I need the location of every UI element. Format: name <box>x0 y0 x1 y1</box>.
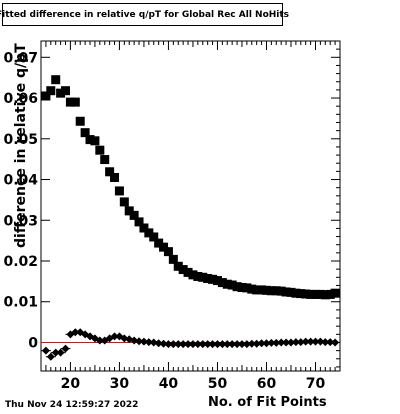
tick-labels: 0 0.01 0.02 0.03 0.04 0.05 0.06 0.07 20 30 40 50 60 7… <box>3 50 325 392</box>
data-point <box>306 289 316 299</box>
footer-date: Thu Nov 24 12:59:27 2022 <box>5 400 139 410</box>
data-point <box>232 282 242 292</box>
data-point <box>119 197 129 207</box>
data-point <box>296 289 306 299</box>
data-point <box>291 288 301 298</box>
y-tick-label: 0.02 <box>3 254 38 270</box>
data-point <box>149 232 159 242</box>
y-tick-label: 0.05 <box>3 132 38 148</box>
data-point <box>310 289 320 299</box>
title-box: Fitted difference in relative q/pT for G… <box>0 3 289 26</box>
series-0-markers <box>41 75 340 300</box>
y-tick-label: 0.03 <box>3 213 38 229</box>
data-point <box>159 242 169 252</box>
y-tick-label: 0.01 <box>3 295 38 311</box>
plot-frame <box>40 40 341 372</box>
data-point <box>56 88 66 98</box>
data-point <box>168 254 178 264</box>
data-point <box>247 284 257 294</box>
data-point <box>188 270 198 280</box>
data-point <box>227 280 237 290</box>
data-point <box>173 261 183 271</box>
chart-title: Fitted difference in relative q/pT for G… <box>0 9 290 20</box>
data-point <box>144 228 154 238</box>
data-point <box>183 267 193 277</box>
data-point <box>208 274 218 284</box>
data-point <box>276 286 286 296</box>
data-point <box>124 206 134 216</box>
series-1-markers <box>40 328 341 361</box>
data-point <box>105 167 115 177</box>
x-tick-label: 50 <box>208 376 228 392</box>
data-point <box>51 75 61 85</box>
data-point <box>70 97 80 107</box>
data-point <box>114 186 124 196</box>
data-point <box>315 289 325 299</box>
data-point <box>75 116 85 126</box>
data-point <box>286 287 296 297</box>
y-tick-label: 0.07 <box>3 50 38 66</box>
data-point <box>261 285 271 295</box>
y-tick-label: 0.04 <box>3 173 38 189</box>
x-tick-label: 30 <box>110 376 130 392</box>
y-tick-label: 0.06 <box>3 91 38 107</box>
data-point <box>90 136 100 146</box>
data-point <box>41 91 51 101</box>
data-point <box>110 172 120 182</box>
data-point <box>139 223 149 233</box>
data-point <box>154 238 164 248</box>
x-tick-label: 70 <box>306 376 326 392</box>
data-point <box>257 285 267 295</box>
data-point <box>222 279 232 289</box>
data-point <box>95 145 105 155</box>
data-point <box>330 288 340 298</box>
data-point <box>80 128 90 138</box>
x-tick-label: 60 <box>257 376 277 392</box>
data-point <box>242 283 252 293</box>
data-point <box>61 86 71 96</box>
data-point <box>237 282 247 292</box>
data-point <box>212 276 222 286</box>
data-point <box>85 135 95 145</box>
y-axis-label: difference in relative q/pT <box>13 43 29 248</box>
data-point <box>100 155 110 165</box>
axis-ticks <box>41 40 341 371</box>
data-point <box>217 278 227 288</box>
data-point <box>252 285 262 295</box>
data-point <box>271 286 281 296</box>
data-point <box>320 290 330 300</box>
x-tick-label: 40 <box>159 376 179 392</box>
x-tick-label: 20 <box>61 376 81 392</box>
data-point <box>163 247 173 257</box>
data-point <box>178 265 188 275</box>
data-point <box>129 210 139 220</box>
data-point <box>266 286 276 296</box>
data-point <box>198 272 208 282</box>
data-point <box>301 289 311 299</box>
y-tick-label: 0 <box>28 335 38 351</box>
data-point <box>193 271 203 281</box>
data-point <box>203 274 213 284</box>
data-point <box>65 97 75 107</box>
data-point <box>134 217 144 227</box>
data-point <box>281 287 291 297</box>
data-point <box>46 86 56 96</box>
data-point <box>325 289 335 299</box>
x-axis-label: No. of Fit Points <box>208 395 327 410</box>
